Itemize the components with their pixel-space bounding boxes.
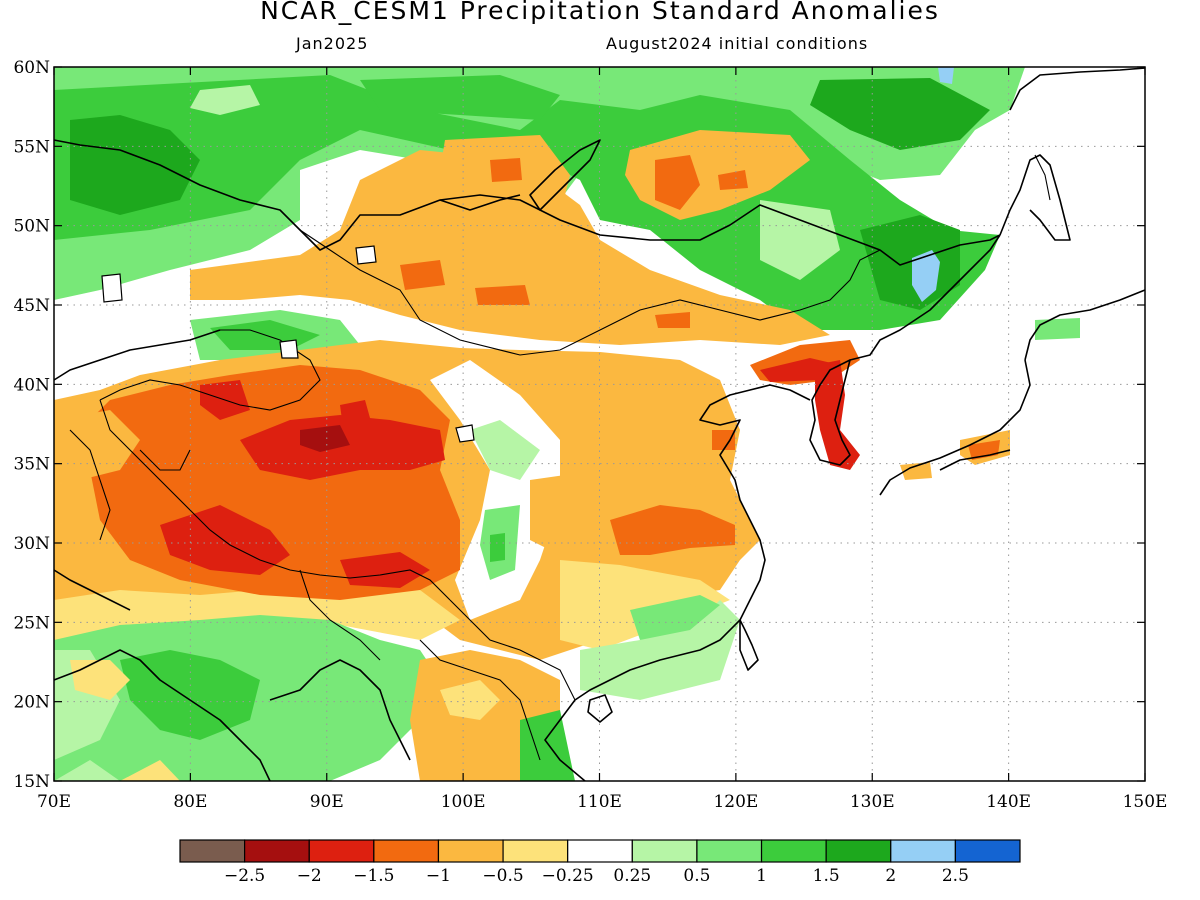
colorbar-swatch bbox=[244, 839, 310, 863]
islands-lakes bbox=[101, 245, 475, 443]
lon-tick-label: 140E bbox=[986, 792, 1031, 812]
country-borders bbox=[69, 154, 1051, 761]
lon-tick-label: 80E bbox=[173, 792, 207, 812]
subtitle-initial-conditions: August2024 initial conditions bbox=[606, 34, 869, 53]
colorbar-swatch bbox=[437, 839, 504, 863]
colorbar-label: 0.25 bbox=[613, 866, 651, 886]
colorbar-swatch bbox=[760, 839, 827, 863]
colorbar-swatch bbox=[825, 839, 892, 863]
lon-tick-label: 90E bbox=[310, 792, 344, 812]
lat-tick-label: 60N bbox=[13, 58, 50, 78]
colorbar-label: 1.5 bbox=[813, 866, 840, 886]
colorbar-label: −1 bbox=[426, 866, 451, 886]
colorbar-swatch bbox=[308, 839, 375, 863]
lon-tick-label: 120E bbox=[713, 792, 758, 812]
colorbar-label: −2 bbox=[297, 866, 322, 886]
lat-tick-label: 55N bbox=[13, 137, 50, 157]
map-title: NCAR_CESM1 Precipitation Standard Anomal… bbox=[260, 0, 940, 25]
lat-tick-label: 20N bbox=[13, 693, 50, 713]
colorbar-label: −0.25 bbox=[542, 866, 594, 886]
colorbar-swatch bbox=[567, 839, 633, 863]
colorbar-swatch bbox=[696, 839, 763, 863]
colorbar-label: 2 bbox=[885, 866, 896, 886]
colorbar-label: 1 bbox=[756, 866, 767, 886]
colorbar-label: −2.5 bbox=[224, 866, 265, 886]
lat-tick-label: 30N bbox=[13, 534, 50, 554]
colorbar-swatch bbox=[373, 839, 440, 863]
colorbar-swatch bbox=[179, 839, 246, 863]
colorbar-label: 2.5 bbox=[942, 866, 969, 886]
colorbar-label: −1.5 bbox=[353, 866, 394, 886]
colorbar-swatch bbox=[631, 839, 698, 863]
lat-tick-label: 45N bbox=[13, 296, 50, 316]
lon-tick-label: 70E bbox=[37, 792, 71, 812]
axis-ticks bbox=[53, 66, 1146, 782]
colorbar: −2.5 −2 −1.5 −1 −0.5 −0.25 0.25 0.5 1 1.5 2 2.5 bbox=[179, 839, 1021, 886]
lat-tick-label: 40N bbox=[13, 375, 50, 395]
subtitle-date: Jan2025 bbox=[296, 34, 369, 53]
colorbar-label: −0.5 bbox=[482, 866, 523, 886]
lon-tick-label: 150E bbox=[1123, 792, 1168, 812]
longitude-axis: 70E 80E 90E 100E 110E 120E 130E 140E 150E bbox=[37, 792, 1167, 812]
lat-tick-label: 50N bbox=[13, 217, 50, 237]
colorbar-label: 0.5 bbox=[683, 866, 710, 886]
lon-tick-label: 110E bbox=[577, 792, 622, 812]
lat-tick-label: 35N bbox=[13, 455, 50, 475]
colorbar-swatch bbox=[954, 839, 1021, 863]
lat-tick-label: 15N bbox=[13, 772, 50, 792]
lat-tick-label: 25N bbox=[13, 613, 50, 633]
colorbar-swatch bbox=[890, 839, 956, 863]
anomaly-field bbox=[54, 67, 1145, 781]
lon-tick-label: 100E bbox=[441, 792, 486, 812]
coastlines bbox=[53, 67, 1146, 782]
colorbar-swatch bbox=[502, 839, 569, 863]
lon-tick-label: 130E bbox=[850, 792, 895, 812]
latitude-axis: 60N 55N 50N 45N 40N 35N 30N 25N 20N 15N bbox=[13, 58, 50, 792]
